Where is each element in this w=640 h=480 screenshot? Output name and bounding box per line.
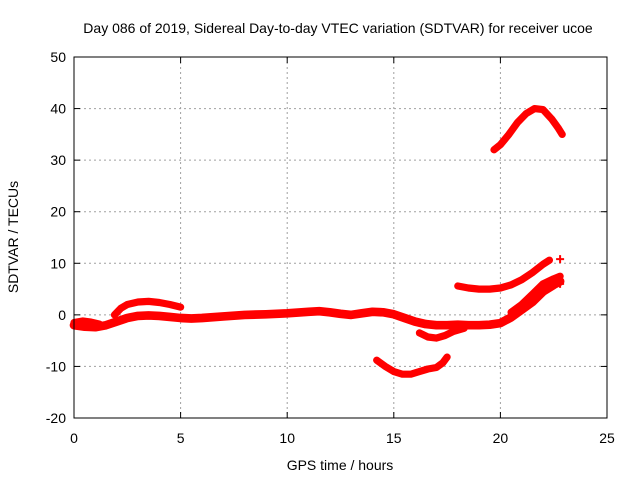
y-tick-label: -10 bbox=[46, 358, 66, 374]
series-main-band bbox=[69, 276, 565, 332]
data-point bbox=[556, 255, 565, 264]
y-tick-label: 0 bbox=[58, 307, 66, 323]
y-axis-label: SDTVAR / TECUs bbox=[5, 181, 21, 293]
y-tick-label: 50 bbox=[50, 49, 66, 65]
y-tick-label: -20 bbox=[46, 410, 66, 426]
axis-ticks: 0 5 10 15 20 25 -20 -10 0 10 20 30 40 50 bbox=[46, 49, 615, 446]
y-tick-label: 20 bbox=[50, 204, 66, 220]
series-evening-mid bbox=[507, 272, 564, 316]
y-tick-label: 30 bbox=[50, 152, 66, 168]
chart-title: Day 086 of 2019, Sidereal Day-to-day VTE… bbox=[83, 20, 593, 36]
series-start-spread bbox=[70, 317, 104, 328]
series-high-arc bbox=[490, 104, 566, 154]
x-tick-label: 0 bbox=[70, 430, 78, 446]
series-upper-evening bbox=[454, 256, 554, 293]
data-point bbox=[556, 279, 565, 288]
series-hump-early bbox=[110, 297, 185, 319]
plot-frame bbox=[73, 56, 608, 419]
x-tick-label: 15 bbox=[386, 430, 402, 446]
x-axis-label: GPS time / hours bbox=[287, 457, 394, 473]
series-dip-afternoon bbox=[373, 353, 451, 378]
y-tick-label: 10 bbox=[50, 255, 66, 271]
x-tick-label: 10 bbox=[279, 430, 295, 446]
x-tick-label: 20 bbox=[493, 430, 509, 446]
x-tick-label: 25 bbox=[599, 430, 615, 446]
x-tick-label: 5 bbox=[177, 430, 185, 446]
data-series bbox=[69, 104, 566, 378]
y-tick-label: 40 bbox=[50, 101, 66, 117]
series-late-dip bbox=[415, 324, 468, 342]
